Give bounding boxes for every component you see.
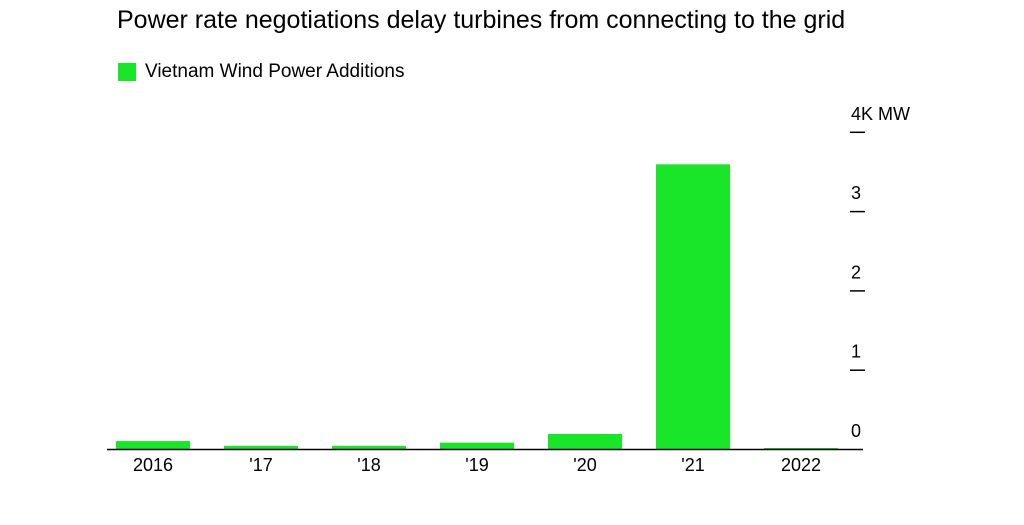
bar-19 xyxy=(440,442,514,449)
y-axis: 0 1 2 3 4K MW xyxy=(850,104,910,441)
x-tick-label: '18 xyxy=(357,455,380,475)
y-tick-label: 0 xyxy=(851,421,861,441)
x-tick-label: '19 xyxy=(465,455,488,475)
x-tick-label: '17 xyxy=(249,455,272,475)
x-axis-labels: 2016 '17 '18 '19 '20 '21 2022 xyxy=(133,455,821,475)
x-tick-label: '21 xyxy=(681,455,704,475)
x-tick-label: 2022 xyxy=(781,455,821,475)
bar-21 xyxy=(656,164,730,450)
bar-20 xyxy=(548,433,622,449)
bar-2016 xyxy=(116,441,190,449)
y-tick-label: 1 xyxy=(851,342,861,362)
chart-title: Power rate negotiations delay turbines f… xyxy=(117,6,846,34)
bars-group xyxy=(116,164,838,450)
bar-18 xyxy=(332,445,406,449)
y-tick-label: 3 xyxy=(851,183,861,203)
x-tick-label: '20 xyxy=(573,455,596,475)
bar-2022 xyxy=(764,448,838,449)
legend-label: Vietnam Wind Power Additions xyxy=(145,61,405,82)
y-tick-label: 2 xyxy=(851,262,861,282)
legend-swatch xyxy=(118,63,136,81)
x-tick-label: 2016 xyxy=(133,455,173,475)
bar-17 xyxy=(224,445,298,449)
y-tick-label: 4K MW xyxy=(851,104,910,124)
legend: Vietnam Wind Power Additions xyxy=(118,60,404,84)
